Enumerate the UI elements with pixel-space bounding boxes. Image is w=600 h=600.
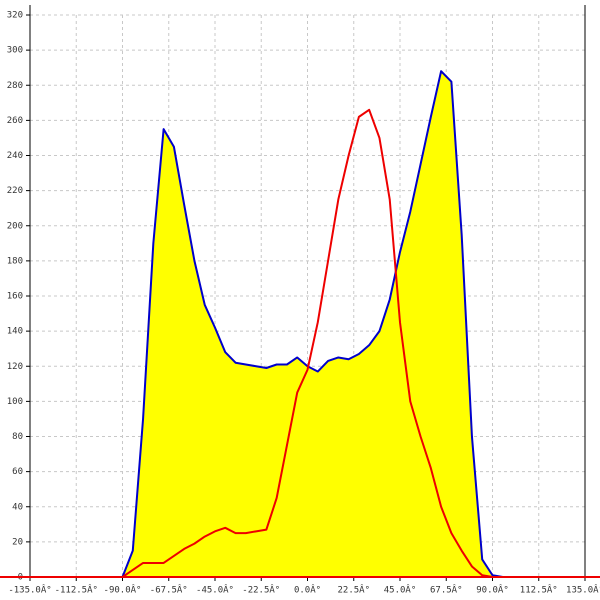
y-tick-label: 320 — [7, 11, 23, 21]
x-tick-label: 0.0Â° — [294, 584, 321, 596]
y-tick-label: 260 — [7, 116, 23, 126]
y-tick-label: 240 — [7, 151, 23, 161]
x-tick-label: -112.5Â° — [55, 584, 98, 596]
y-tick-label: 80 — [12, 432, 23, 442]
y-tick-label: 300 — [7, 46, 23, 56]
y-tick-label: 220 — [7, 186, 23, 196]
area-fill — [30, 71, 585, 577]
x-tick-label: 112.5Â° — [520, 584, 558, 596]
x-tick-label: -45.0Â° — [196, 584, 234, 596]
x-tick-label: 67.5Â° — [430, 584, 463, 596]
x-tick-label: 90.0Â° — [476, 584, 509, 596]
y-tick-label: 120 — [7, 362, 23, 372]
y-tick-label: 280 — [7, 81, 23, 91]
y-tick-label: 140 — [7, 327, 23, 337]
x-tick-label: 45.0Â° — [384, 584, 417, 596]
x-tick-label: 22.5Â° — [337, 584, 370, 596]
y-tick-label: 60 — [12, 467, 23, 477]
y-tick-label: 40 — [12, 502, 23, 512]
series-line — [30, 108, 585, 578]
y-tick-label: 20 — [12, 537, 23, 547]
y-tick-label: 100 — [7, 397, 23, 407]
x-tick-label: 135.0Â° — [566, 584, 600, 596]
x-tick-label: -67.5Â° — [150, 584, 188, 596]
x-tick-label: -135.0Â° — [8, 584, 51, 596]
y-tick-label: 200 — [7, 221, 23, 231]
y-tick-label: 160 — [7, 292, 23, 302]
y-tick-label: 180 — [7, 256, 23, 266]
x-tick-label: -22.5Â° — [242, 584, 280, 596]
x-tick-label: -90.0Â° — [104, 584, 142, 596]
